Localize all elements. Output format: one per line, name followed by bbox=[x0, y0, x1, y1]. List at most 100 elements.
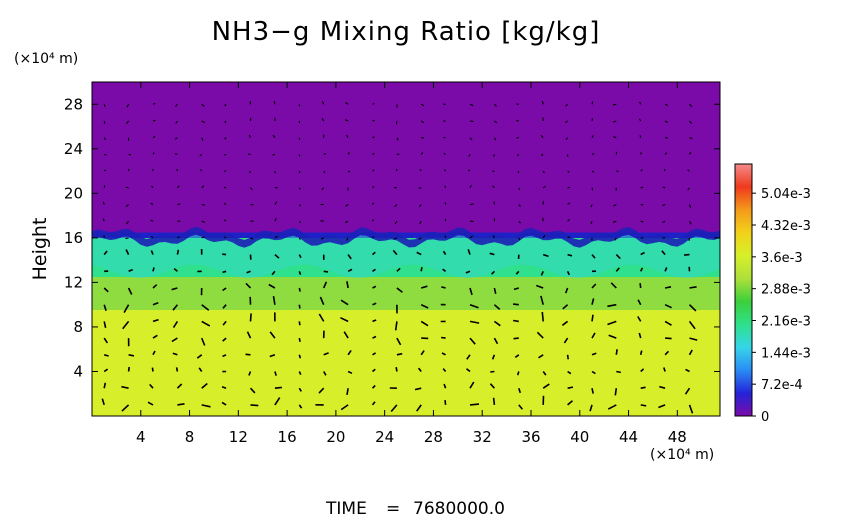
wind-vector bbox=[298, 371, 302, 376]
wind-vector bbox=[347, 349, 352, 356]
wind-vector bbox=[664, 267, 668, 272]
wind-vector bbox=[489, 252, 495, 256]
wind-vector bbox=[542, 371, 547, 376]
wind-vector bbox=[273, 100, 276, 105]
wind-vector bbox=[395, 366, 398, 372]
x-tick-label: 32 bbox=[473, 428, 492, 446]
wind-vector bbox=[152, 334, 158, 339]
wind-vector bbox=[466, 368, 471, 373]
wind-vector bbox=[567, 170, 570, 173]
wind-vector bbox=[298, 337, 301, 342]
wind-vector bbox=[591, 101, 594, 105]
wind-vector bbox=[343, 331, 349, 339]
wind-vector bbox=[103, 120, 106, 124]
wind-vector bbox=[298, 187, 301, 190]
wind-vector bbox=[591, 187, 594, 191]
wind-vector bbox=[639, 101, 642, 105]
x-tick-label: 48 bbox=[668, 428, 687, 446]
wind-vector bbox=[639, 283, 642, 289]
wind-vector bbox=[517, 170, 520, 174]
wind-vector bbox=[416, 404, 422, 412]
wind-vector bbox=[249, 170, 251, 174]
wind-vector bbox=[607, 320, 617, 326]
wind-vector bbox=[152, 318, 159, 323]
wind-vector bbox=[420, 103, 425, 107]
wind-vector bbox=[298, 254, 302, 259]
wind-vector bbox=[538, 354, 544, 359]
wind-vector bbox=[347, 152, 350, 155]
wind-vector bbox=[541, 100, 544, 105]
wind-vector bbox=[172, 320, 179, 329]
wind-vector bbox=[610, 282, 617, 289]
wind-vector bbox=[298, 387, 302, 392]
wind-vector bbox=[640, 368, 645, 373]
wind-vector bbox=[566, 270, 571, 276]
wind-vector bbox=[372, 202, 375, 205]
wind-vector bbox=[418, 204, 422, 208]
wind-vector bbox=[103, 287, 109, 293]
wind-vector bbox=[664, 103, 669, 107]
wind-vector bbox=[469, 137, 473, 141]
wind-vector bbox=[224, 137, 227, 140]
wind-vector bbox=[246, 270, 251, 274]
wind-vector bbox=[562, 304, 569, 310]
wind-vector bbox=[222, 337, 227, 342]
wind-vector bbox=[612, 120, 617, 123]
wind-vector bbox=[637, 316, 642, 322]
wind-vector bbox=[121, 404, 130, 412]
wind-vector bbox=[685, 368, 690, 373]
wind-vector bbox=[540, 295, 544, 305]
wind-vector bbox=[176, 168, 178, 172]
wind-vector bbox=[591, 170, 595, 173]
wind-vector bbox=[640, 169, 643, 172]
wind-vector bbox=[177, 185, 180, 189]
wind-vector bbox=[245, 353, 251, 356]
wind-vector bbox=[298, 170, 301, 174]
wind-vector bbox=[591, 153, 595, 155]
wind-vector bbox=[196, 354, 203, 359]
wind-vector bbox=[274, 170, 276, 174]
wind-vector bbox=[340, 316, 349, 323]
wind-vector bbox=[171, 287, 178, 291]
wind-vector bbox=[662, 186, 666, 189]
wind-vector bbox=[420, 303, 429, 309]
wind-vector bbox=[344, 119, 349, 122]
time-value: 7680000.0 bbox=[413, 499, 505, 519]
wind-vector bbox=[250, 187, 253, 191]
wind-vector bbox=[125, 186, 129, 189]
wind-vector bbox=[567, 400, 574, 406]
wind-vector bbox=[420, 285, 428, 289]
wind-vector bbox=[103, 382, 107, 389]
wind-vector bbox=[298, 154, 301, 157]
wind-vector bbox=[177, 403, 185, 406]
wind-vector bbox=[465, 270, 471, 274]
wind-vector bbox=[271, 270, 276, 276]
wind-vector bbox=[347, 254, 352, 260]
wind-vector bbox=[493, 320, 501, 327]
wind-vector bbox=[199, 153, 203, 157]
wind-vector bbox=[615, 254, 621, 260]
wind-vector bbox=[152, 119, 156, 122]
wind-vector bbox=[395, 120, 398, 125]
wind-vector bbox=[637, 299, 642, 306]
wind-vector bbox=[469, 103, 474, 107]
x-tick-label: 28 bbox=[424, 428, 443, 446]
wind-vector bbox=[372, 119, 375, 122]
wind-vector bbox=[590, 221, 593, 224]
wind-vector bbox=[567, 202, 571, 205]
wind-vector bbox=[173, 267, 178, 272]
wind-vector bbox=[274, 397, 281, 406]
wind-vector bbox=[274, 217, 277, 222]
wind-vector bbox=[396, 267, 401, 272]
wind-vector bbox=[103, 304, 107, 312]
wind-vector bbox=[659, 385, 666, 389]
wind-vector bbox=[442, 250, 447, 256]
wind-vector bbox=[222, 287, 227, 292]
wind-vector bbox=[298, 204, 301, 207]
wind-vector bbox=[542, 383, 550, 389]
wind-vector bbox=[688, 349, 693, 356]
wind-vector bbox=[222, 304, 227, 309]
y-tick-label: 8 bbox=[73, 318, 83, 336]
wind-vector bbox=[272, 134, 276, 139]
wind-vector bbox=[640, 386, 646, 389]
